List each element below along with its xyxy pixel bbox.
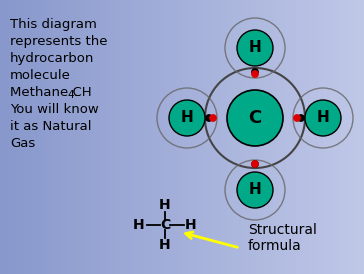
Circle shape [227, 90, 283, 146]
Circle shape [169, 100, 205, 136]
Circle shape [305, 100, 341, 136]
Text: Structural
formula: Structural formula [248, 223, 317, 253]
Circle shape [293, 115, 301, 121]
Text: Gas: Gas [10, 137, 35, 150]
Text: C: C [248, 109, 262, 127]
Text: H: H [317, 110, 329, 125]
Text: 4: 4 [67, 90, 74, 100]
Circle shape [237, 30, 273, 66]
Text: H: H [133, 218, 145, 232]
Text: hydrocarbon: hydrocarbon [10, 52, 94, 65]
Text: H: H [159, 238, 171, 252]
Circle shape [252, 161, 258, 167]
Text: it as Natural: it as Natural [10, 120, 91, 133]
Text: H: H [181, 110, 193, 125]
Text: H: H [185, 218, 197, 232]
Text: This diagram: This diagram [10, 18, 97, 31]
Circle shape [297, 115, 305, 121]
Circle shape [210, 115, 217, 121]
Circle shape [252, 161, 258, 167]
Circle shape [252, 68, 258, 76]
Text: H: H [249, 41, 261, 56]
Text: H: H [249, 182, 261, 198]
Text: molecule: molecule [10, 69, 71, 82]
Text: represents the: represents the [10, 35, 107, 48]
Circle shape [237, 172, 273, 208]
Text: Methane CH: Methane CH [10, 86, 92, 99]
Text: You will know: You will know [10, 103, 99, 116]
Circle shape [252, 70, 258, 78]
Text: ..: .. [74, 86, 82, 99]
Circle shape [206, 115, 213, 121]
Text: C: C [160, 218, 170, 232]
Text: H: H [159, 198, 171, 212]
